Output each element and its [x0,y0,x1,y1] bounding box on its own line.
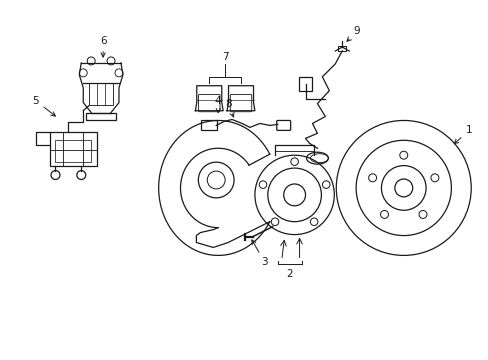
Text: 3: 3 [251,240,267,267]
Text: 5: 5 [32,96,55,116]
Text: 4: 4 [214,96,221,113]
Text: 6: 6 [100,36,106,57]
Text: 9: 9 [346,26,360,41]
Text: 2: 2 [286,269,292,279]
Text: 1: 1 [453,125,471,144]
Text: 7: 7 [222,52,228,62]
Text: 8: 8 [224,99,233,117]
